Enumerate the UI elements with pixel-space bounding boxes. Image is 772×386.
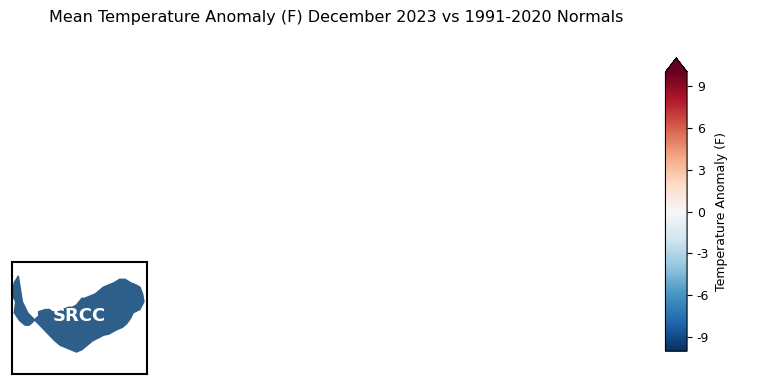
Text: SRCC: SRCC bbox=[52, 307, 106, 325]
Y-axis label: Temperature Anomaly (F): Temperature Anomaly (F) bbox=[715, 132, 728, 291]
Text: Mean Temperature Anomaly (F) December 2023 vs 1991-2020 Normals: Mean Temperature Anomaly (F) December 20… bbox=[49, 10, 623, 25]
PathPatch shape bbox=[665, 58, 687, 72]
Polygon shape bbox=[12, 276, 144, 352]
